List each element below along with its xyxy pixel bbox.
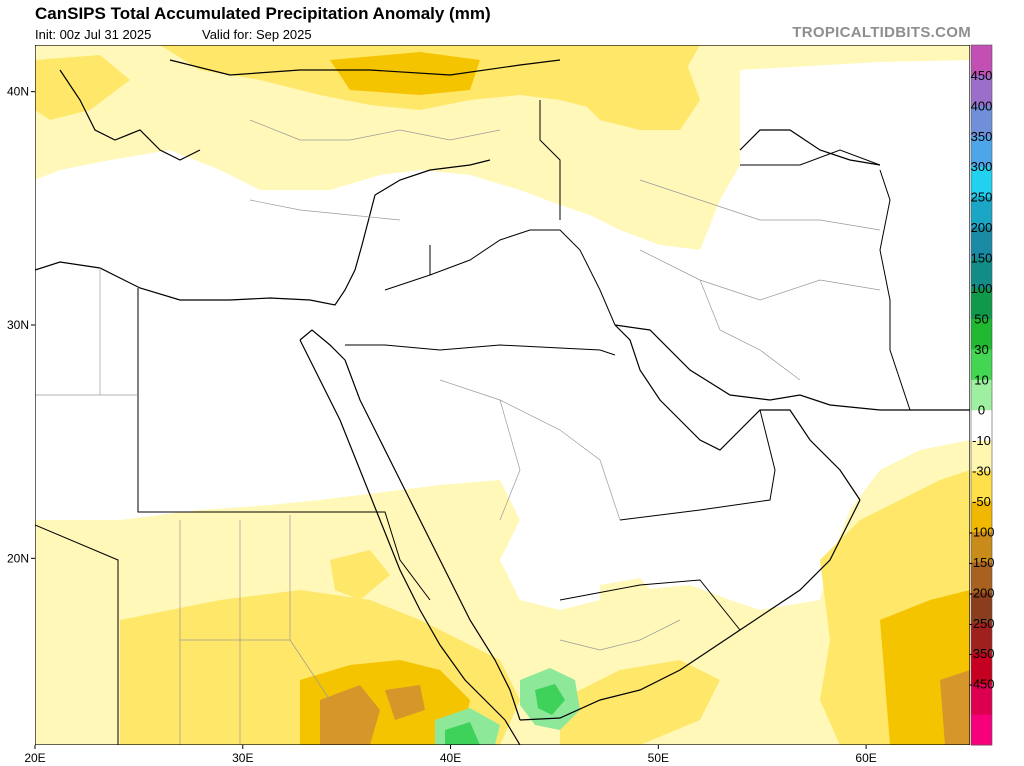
anomaly-layer-strong xyxy=(300,52,970,745)
colorbar-label: 400 xyxy=(971,98,993,113)
colorbar-label: 250 xyxy=(971,190,993,205)
colorbar-swatch xyxy=(971,75,992,107)
colorbar-swatch xyxy=(971,349,992,381)
country-borders xyxy=(35,100,911,745)
valid-time: Valid for: Sep 2025 xyxy=(202,27,312,42)
colorbar-swatch xyxy=(971,379,992,411)
colorbar-swatch xyxy=(971,166,992,198)
province-lines xyxy=(35,119,881,745)
map-field xyxy=(35,45,970,745)
colorbar-swatch xyxy=(971,227,992,259)
colorbar-label: -450 xyxy=(968,677,994,692)
coastlines xyxy=(35,59,970,745)
colorbar-label: -30 xyxy=(972,464,991,479)
colorbar-label: 450 xyxy=(971,68,993,83)
colorbar-swatch xyxy=(971,318,992,350)
lat-tick-label: 30N xyxy=(7,318,29,332)
colorbar-swatch xyxy=(971,471,992,503)
lat-tick-label: 20N xyxy=(7,551,29,565)
colorbar-label: -50 xyxy=(972,494,991,509)
colorbar: 4504003503002502001501005030100-10-30-50… xyxy=(968,44,995,746)
colorbar-label: -250 xyxy=(968,616,994,631)
colorbar-swatch xyxy=(971,684,992,716)
colorbar-swatch xyxy=(971,197,992,229)
anomaly-layer-wet-core xyxy=(445,684,565,745)
colorbar-label: 150 xyxy=(971,251,993,266)
lon-tick-label: 30E xyxy=(232,751,253,765)
colorbar-swatch xyxy=(971,45,992,76)
colorbar-swatch xyxy=(971,105,992,137)
colorbar-swatch xyxy=(971,501,992,533)
lat-tick-label: 40N xyxy=(7,85,29,99)
lon-tick-label: 40E xyxy=(440,751,461,765)
colorbar-swatch xyxy=(971,258,992,289)
longitude-axis: 20E 30E 40E 50E 60E xyxy=(24,745,877,765)
lon-tick-label: 20E xyxy=(24,751,45,765)
colorbar-swatch xyxy=(971,288,992,320)
colorbar-label: 10 xyxy=(974,372,988,387)
colorbar-label: -100 xyxy=(968,524,994,539)
colorbar-swatch xyxy=(971,136,992,168)
colorbar-label: 200 xyxy=(971,220,993,235)
colorbar-swatch xyxy=(971,623,992,655)
init-time: Init: 00z Jul 31 2025 xyxy=(35,27,152,42)
colorbar-label: 30 xyxy=(974,342,988,357)
colorbar-swatch xyxy=(971,562,992,594)
colorbar-swatch xyxy=(971,410,992,442)
colorbar-label: -150 xyxy=(968,555,994,570)
lon-tick-label: 60E xyxy=(855,751,876,765)
colorbar-label: -200 xyxy=(968,585,994,600)
colorbar-label: -350 xyxy=(968,646,994,661)
colorbar-swatch xyxy=(971,714,992,746)
map-title: CanSIPS Total Accumulated Precipitation … xyxy=(35,4,491,23)
colorbar-swatch xyxy=(971,653,992,685)
colorbar-swatch xyxy=(971,531,992,563)
latitude-axis: 40N 30N 20N xyxy=(7,85,35,565)
colorbar-label: 0 xyxy=(978,403,985,418)
colorbar-label: 300 xyxy=(971,159,993,174)
brand-watermark: TROPICALTIDBITS.COM xyxy=(792,24,971,41)
anomaly-layer-very-strong xyxy=(320,670,970,745)
colorbar-label: 50 xyxy=(974,311,988,326)
colorbar-swatch xyxy=(971,592,992,624)
colorbar-swatch xyxy=(971,440,992,472)
lon-tick-label: 50E xyxy=(648,751,669,765)
colorbar-label: 100 xyxy=(971,281,993,296)
colorbar-label: 350 xyxy=(971,129,993,144)
colorbar-label: -10 xyxy=(972,433,991,448)
